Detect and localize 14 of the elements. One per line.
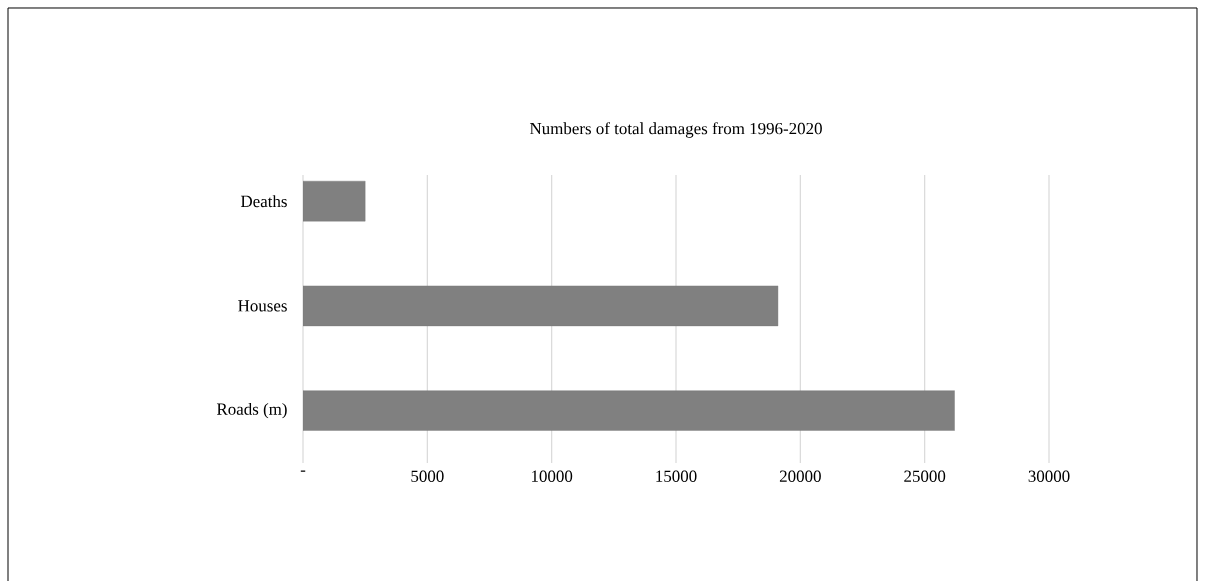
x-tick-label: 30000 — [1028, 470, 1070, 482]
x-tick-label: 5000 — [411, 470, 444, 482]
y-tick-label: Houses — [238, 300, 287, 312]
x-tick-label: 20000 — [779, 470, 821, 482]
y-tick-label: Deaths — [240, 195, 287, 208]
x-tick-label: 15000 — [656, 470, 697, 482]
chart-title: Numbers of total damages from 1996-2020 — [529, 122, 822, 138]
bar — [303, 285, 779, 327]
x-tick-label: 25000 — [904, 470, 946, 482]
x-tick-label: 10000 — [531, 470, 573, 482]
bar — [303, 180, 366, 222]
bar — [303, 390, 955, 431]
x-tick-label: - — [300, 470, 306, 472]
y-tick-label: Roads (m) — [216, 402, 287, 419]
